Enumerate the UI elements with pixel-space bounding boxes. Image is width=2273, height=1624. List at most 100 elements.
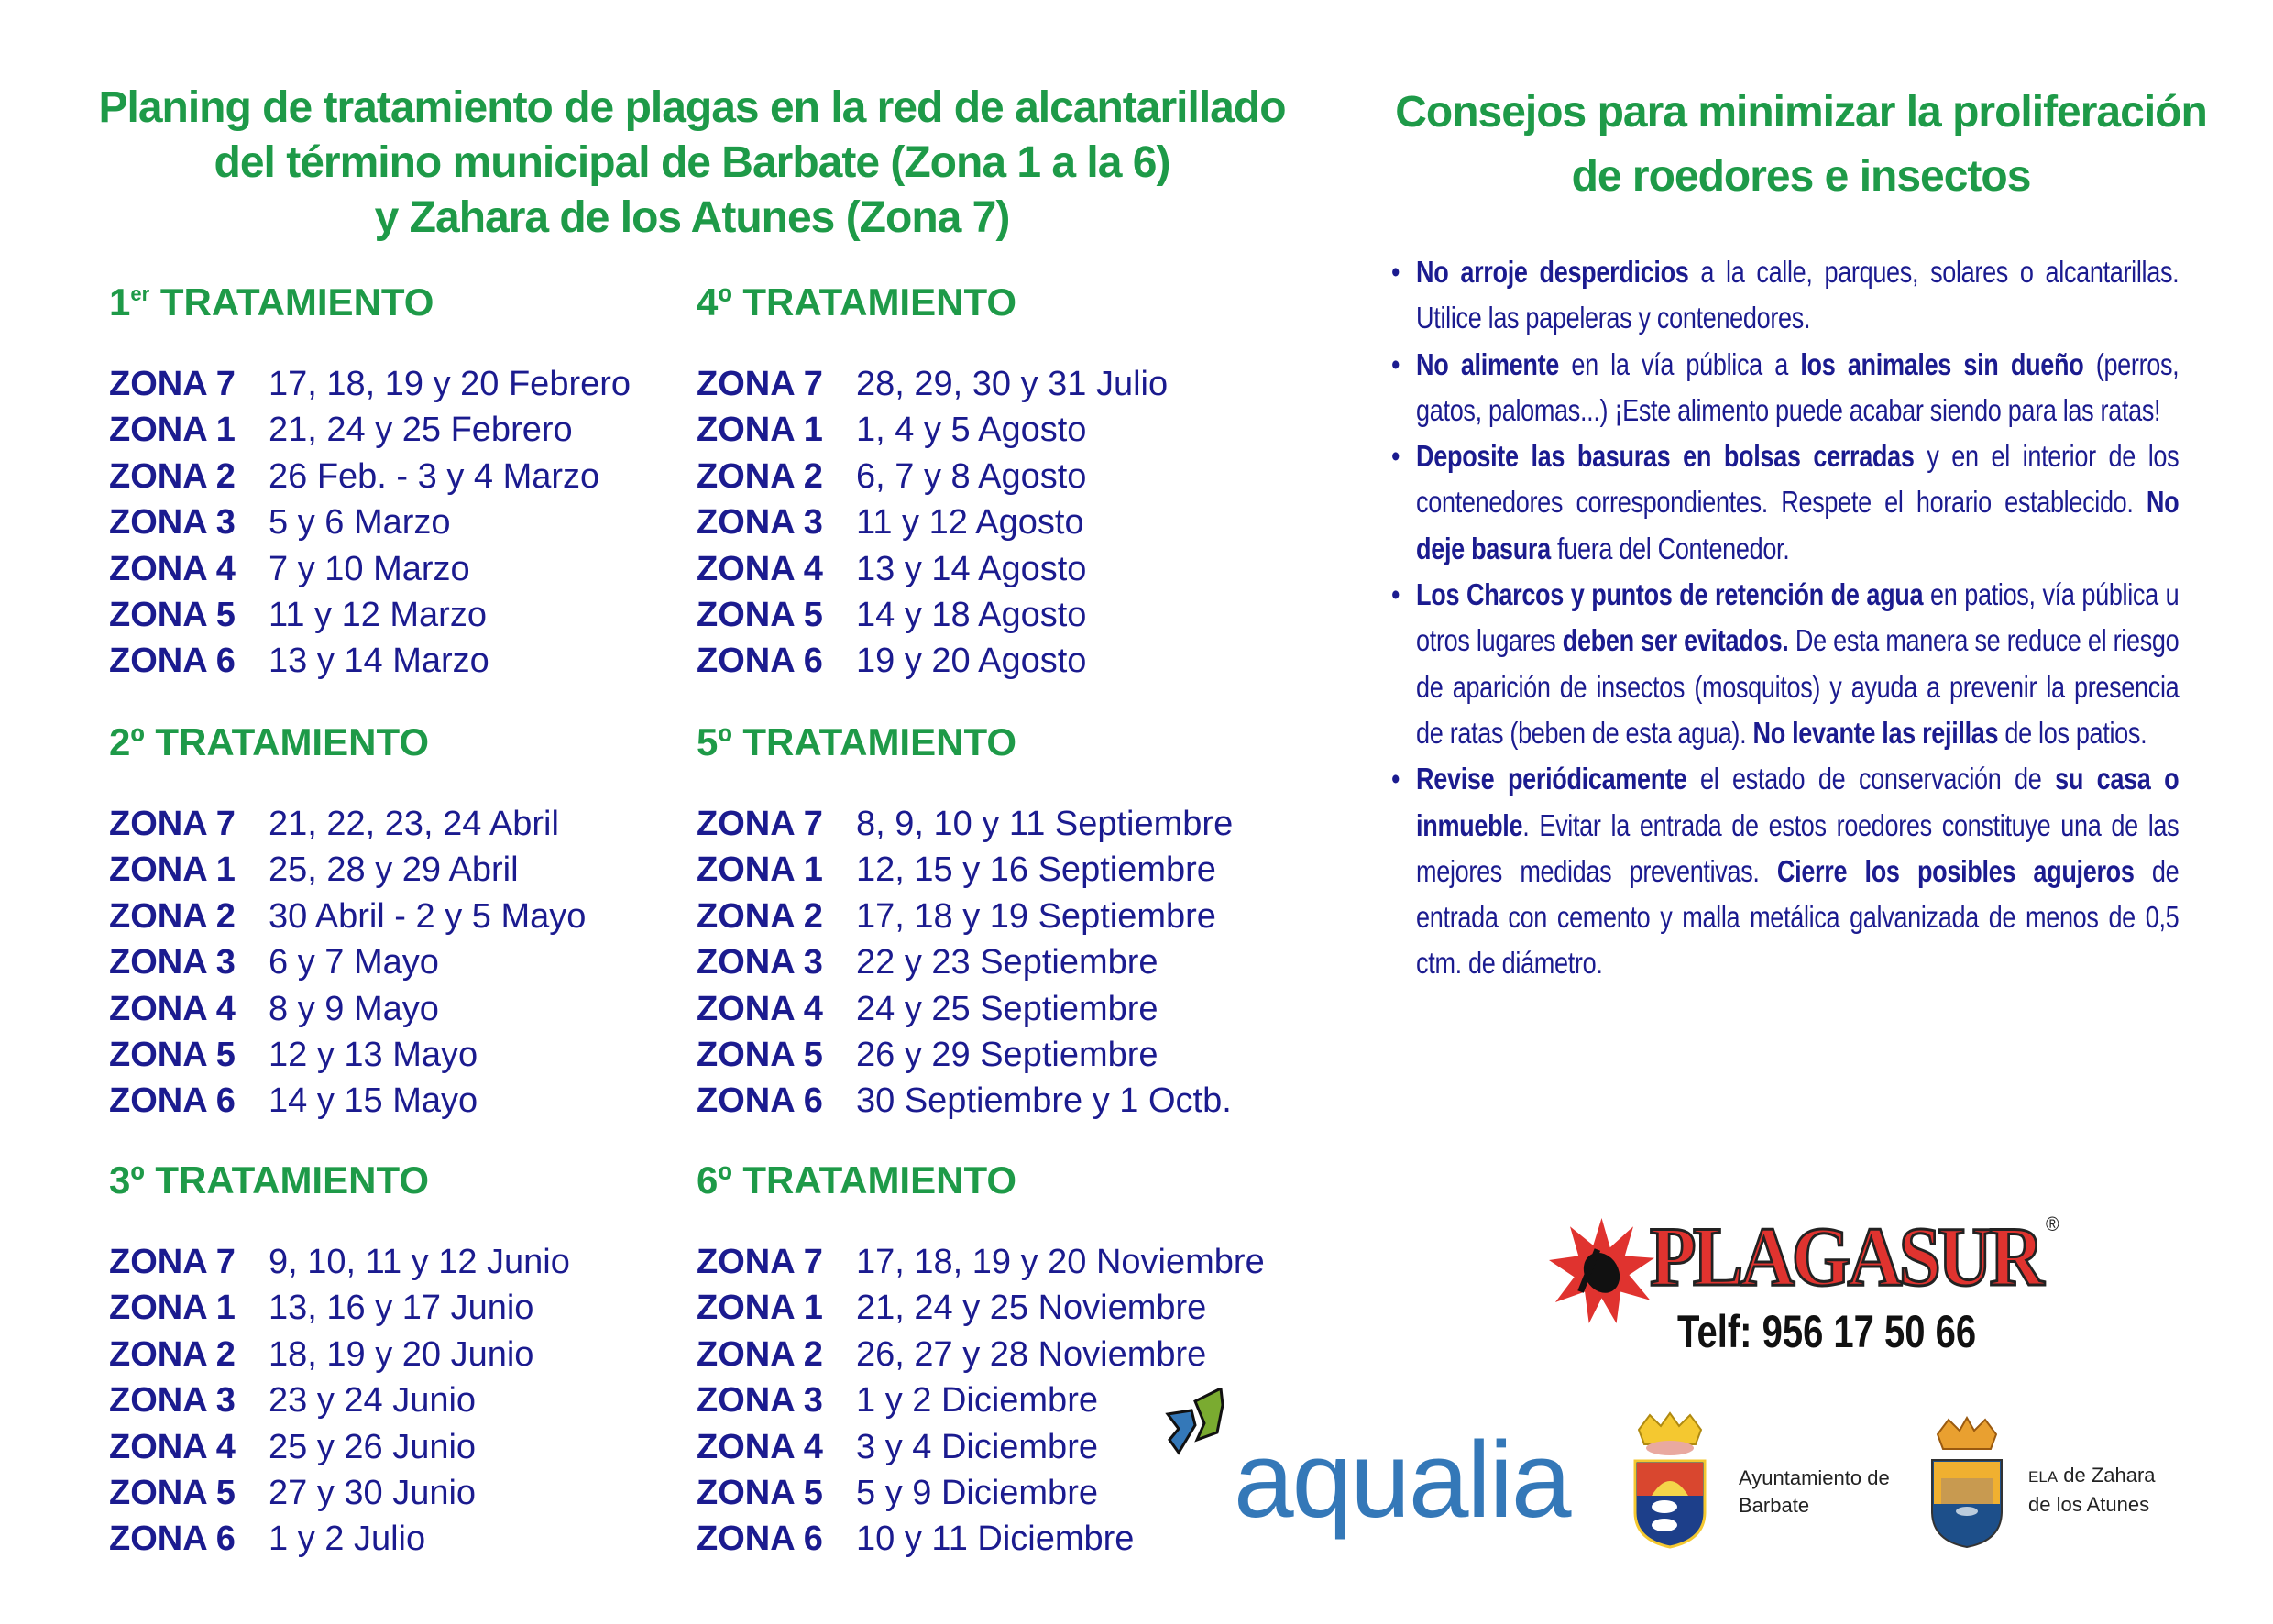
schedule-row: ZONA 2 26 Feb. - 3 y 4 Marzo	[109, 454, 696, 499]
treatment-6: 6º TRATAMIENTO ZONA 7 17, 18, 19 y 20 Novi…	[697, 1161, 1283, 1563]
tip-emphasis: No arroje desperdicios	[1416, 255, 1689, 289]
zone-dates: 14 y 18 Agosto	[856, 595, 1087, 634]
schedule-row: ZONA 2 6, 7 y 8 Agosto	[697, 454, 1283, 499]
zone-dates: 8 y 9 Mayo	[269, 989, 439, 1028]
tip-text: el estado de conservación de	[1686, 762, 2056, 796]
treatment-1: 1er TRATAMIENTO ZONA 7 17, 18, 19 y 20 Feb…	[109, 282, 696, 685]
zone-label: ZONA 6	[109, 642, 236, 681]
ela-label: ELA	[2028, 1468, 2059, 1486]
treatment-number: 6º	[697, 1158, 732, 1202]
title-line-1: Planing de tratamiento de plagas en la r…	[98, 83, 1286, 132]
zahara-line-1-rest: de Zahara	[2058, 1464, 2156, 1487]
tip-emphasis: Los Charcos y puntos de retención de agu…	[1416, 577, 1924, 612]
registered-mark: ®	[2046, 1213, 2059, 1235]
treatment-number: 1	[109, 280, 131, 324]
zone-label: ZONA 7	[697, 1243, 823, 1281]
title-line-3: y Zahara de los Atunes (Zona 7)	[374, 193, 1011, 242]
aqualia-name: aqualia	[1234, 1420, 1572, 1541]
tips-title-line-2: de roedores e insectos	[1571, 152, 2032, 201]
zone-dates: 26 Feb. - 3 y 4 Marzo	[269, 456, 600, 496]
zone-label: ZONA 2	[697, 1334, 823, 1374]
zone-label: ZONA 1	[109, 850, 236, 890]
tip-emphasis: deben ser evitados.	[1562, 623, 1789, 658]
schedule-row: ZONA 6 13 y 14 Marzo	[109, 638, 696, 684]
zone-dates: 22 y 23 Septiembre	[856, 943, 1158, 982]
plagasur-wordmark: PLAGASUR ®	[1649, 1213, 2059, 1300]
treatment-heading: 2º TRATAMIENTO	[109, 723, 696, 801]
title-line-2: del término municipal de Barbate (Zona 1…	[214, 138, 1171, 187]
schedule-row: ZONA 6 14 y 15 Mayo	[109, 1078, 696, 1124]
zone-dates: 13 y 14 Marzo	[269, 642, 489, 681]
zone-label: ZONA 1	[109, 1289, 236, 1328]
barbate-line-2: Barbate	[1739, 1494, 1810, 1517]
zone-dates: 25 y 26 Junio	[269, 1427, 477, 1466]
aqualia-logo: aqualia	[1164, 1388, 1586, 1544]
zone-label: ZONA 7	[109, 365, 236, 403]
zone-label: ZONA 6	[697, 642, 823, 681]
tip-emphasis: No levante las rejillas	[1752, 715, 1999, 750]
tip-emphasis: los animales sin dueño	[1800, 346, 2084, 381]
zone-dates: 30 Abril - 2 y 5 Mayo	[269, 896, 587, 936]
schedule-row: ZONA 1 1, 4 y 5 Agosto	[697, 407, 1283, 453]
zone-label: ZONA 5	[109, 1473, 236, 1512]
schedule-row: ZONA 5 27 y 30 Junio	[109, 1470, 696, 1516]
treatment-heading: 5º TRATAMIENTO	[697, 723, 1283, 801]
zahara-line-1: ELA de Zahara	[2028, 1462, 2156, 1491]
treatment-5: 5º TRATAMIENTO ZONA 7 8, 9, 10 y 11 Septie…	[697, 723, 1283, 1125]
tip-text: en patios, vía pública u otros lugares	[1416, 577, 2180, 658]
schedule-row: ZONA 2 17, 18 y 19 Septiembre	[697, 894, 1283, 939]
treatment-label: TRATAMIENTO	[155, 1158, 430, 1202]
schedule-row: ZONA 1 12, 15 y 16 Septiembre	[697, 847, 1283, 893]
zone-dates: 30 Septiembre y 1 Octb.	[856, 1081, 1232, 1121]
tip-emphasis: Cierre los posibles agujeros	[1776, 853, 2135, 888]
schedule-row: ZONA 5 14 y 18 Agosto	[697, 592, 1283, 638]
zone-dates: 23 y 24 Junio	[269, 1381, 477, 1421]
treatment-label: TRATAMIENTO	[742, 280, 1017, 324]
bullet-icon: •	[1391, 346, 1400, 381]
treatment-number: 2º	[109, 720, 145, 763]
aqualia-arrows-icon	[1165, 1388, 1224, 1455]
zone-dates: 12 y 13 Mayo	[269, 1035, 478, 1074]
bullet-icon: •	[1391, 255, 1400, 289]
schedule-row: ZONA 4 24 y 25 Septiembre	[697, 986, 1283, 1032]
tip-text: (perros, gatos, palomas...) ¡Este alimen…	[1416, 346, 2180, 427]
zone-dates: 26 y 29 Septiembre	[856, 1035, 1158, 1074]
schedule-row: ZONA 3 1 y 2 Diciembre	[697, 1377, 1283, 1423]
zone-dates: 1, 4 y 5 Agosto	[856, 411, 1087, 450]
zone-label: ZONA 1	[109, 411, 236, 450]
schedule-row: ZONA 1 13, 16 y 17 Junio	[109, 1285, 696, 1331]
zone-dates: 25, 28 y 29 Abril	[269, 850, 519, 890]
zone-label: ZONA 4	[109, 549, 236, 588]
zone-label: ZONA 3	[109, 1381, 236, 1421]
schedule-row: ZONA 2 30 Abril - 2 y 5 Mayo	[109, 894, 696, 939]
schedule-row: ZONA 4 7 y 10 Marzo	[109, 546, 696, 592]
schedule-row: ZONA 1 25, 28 y 29 Abril	[109, 847, 696, 893]
tip-text: a la calle, parques, solares o alcantari…	[1416, 255, 2180, 335]
schedule-row: ZONA 7 17, 18, 19 y 20 Noviembre	[697, 1239, 1283, 1285]
treatment-3: 3º TRATAMIENTO ZONA 7 9, 10, 11 y 12 Junio…	[109, 1161, 696, 1563]
tip-text: . Evitar la entrada de estos roedores co…	[1416, 807, 2180, 888]
bullet-icon: •	[1391, 762, 1400, 796]
zone-label: ZONA 5	[697, 595, 823, 634]
bullet-icon: •	[1391, 577, 1400, 612]
treatment-ordinal: er	[130, 282, 150, 305]
zone-dates: 12, 15 y 16 Septiembre	[856, 850, 1216, 890]
zone-dates: 21, 22, 23, 24 Abril	[269, 805, 559, 843]
tips-title-line-1: Consejos para minimizar la proliferación	[1395, 88, 2208, 137]
schedule-row: ZONA 4 8 y 9 Mayo	[109, 986, 696, 1032]
zone-label: ZONA 5	[697, 1473, 823, 1512]
zone-dates: 3 y 4 Diciembre	[856, 1427, 1098, 1466]
zone-label: ZONA 4	[109, 1427, 236, 1466]
schedule-row: ZONA 6 19 y 20 Agosto	[697, 638, 1283, 684]
zone-dates: 8, 9, 10 y 11 Septiembre	[856, 805, 1234, 843]
schedule-row: ZONA 6 10 y 11 Diciembre	[697, 1516, 1283, 1562]
treatment-number: 5º	[697, 720, 732, 763]
schedule-row: ZONA 3 23 y 24 Junio	[109, 1377, 696, 1423]
treatment-number: 4º	[697, 280, 732, 324]
zone-label: ZONA 4	[109, 989, 236, 1028]
tip-item: • No alimente en la vía pública a los ani…	[1391, 342, 2180, 434]
tips-title: Consejos para minimizar la proliferación…	[1375, 81, 2227, 209]
schedule-row: ZONA 7 8, 9, 10 y 11 Septiembre	[697, 801, 1283, 847]
zone-dates: 14 y 15 Mayo	[269, 1081, 478, 1121]
zone-label: ZONA 6	[109, 1520, 236, 1559]
